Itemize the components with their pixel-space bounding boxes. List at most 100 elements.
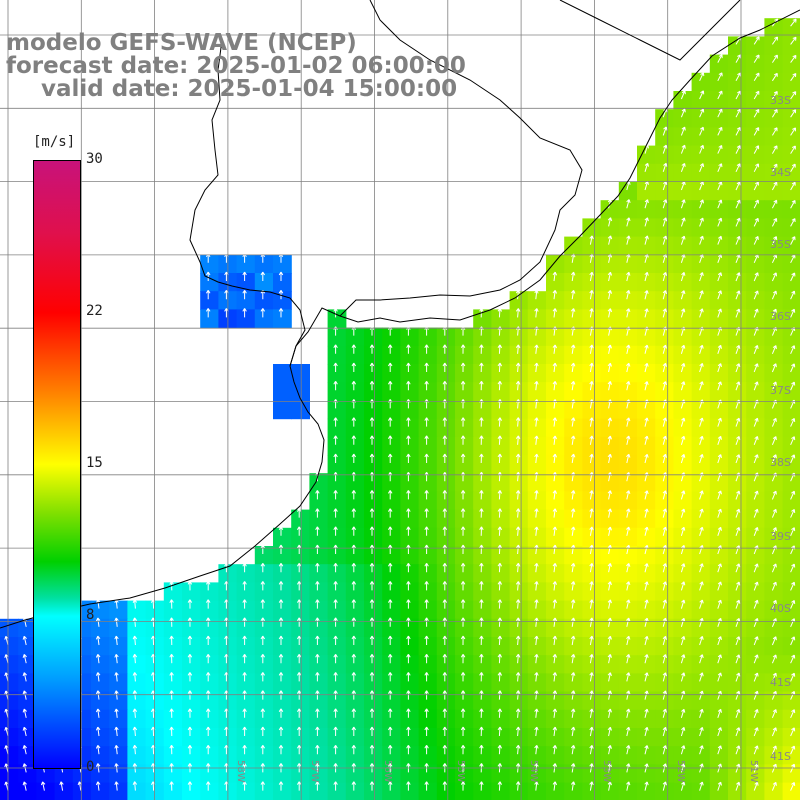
field-cell [419,764,438,783]
field-cell [182,601,201,620]
field-cell [510,419,529,438]
field-cell [783,437,800,456]
field-cell [182,764,201,783]
field-cell [364,491,383,510]
field-cell [255,255,274,274]
field-cell [200,309,219,328]
field-cell [728,182,747,201]
field-cell [237,655,256,674]
field-cell [710,164,729,183]
colorbar-tick-0: 0 [86,759,94,775]
field-cell [564,400,583,419]
field-cell [455,637,474,656]
field-cell [546,764,565,783]
field-cell [746,437,765,456]
field-cell [309,637,328,656]
field-cell [419,564,438,583]
field-cell [364,764,383,783]
field-cell [437,728,456,747]
field-cell [273,601,292,620]
field-cell [528,346,547,365]
field-cell [255,291,274,310]
field-cell [400,564,419,583]
field-cell [455,491,474,510]
field-cell [455,564,474,583]
field-cell [546,309,565,328]
field-cell [510,728,529,747]
field-cell [255,309,274,328]
field-cell [764,328,783,347]
field-cell [455,710,474,729]
field-cell [200,746,219,765]
field-cell [273,382,292,401]
field-cell [546,455,565,474]
field-cell [728,291,747,310]
field-cell [764,36,783,55]
lat-label: 36S [770,310,791,323]
field-cell [437,455,456,474]
field-cell [400,419,419,438]
field-cell [564,255,583,274]
field-cell [764,146,783,165]
field-cell [109,710,128,729]
field-cell [328,783,347,800]
field-cell [364,400,383,419]
field-cell [273,746,292,765]
field-cell [419,783,438,800]
field-cell [291,728,310,747]
field-cell [400,710,419,729]
field-cell [419,637,438,656]
field-cell [400,728,419,747]
field-cell [419,491,438,510]
field-cell [783,419,800,438]
lat-label: 37S [770,384,791,397]
field-cell [346,637,365,656]
field-cell [437,564,456,583]
field-cell [473,473,492,492]
field-cell [728,127,747,146]
field-cell [455,510,474,529]
field-cell [91,710,110,729]
field-cell [582,218,601,237]
field-cell [546,546,565,565]
field-cell [546,437,565,456]
field-cell [491,582,510,601]
field-cell [437,382,456,401]
field-cell [473,728,492,747]
field-cell [291,601,310,620]
field-cell [182,783,201,800]
field-cell [746,309,765,328]
field-cell [346,510,365,529]
field-cell [546,273,565,292]
field-cell [346,528,365,547]
field-cell [710,127,729,146]
field-cell [710,237,729,256]
field-cell [364,637,383,656]
field-cell [18,783,37,800]
field-cell [382,510,401,529]
field-cell [546,582,565,601]
lon-label: 54W [528,760,539,783]
field-cell [783,582,800,601]
field-cell [764,73,783,92]
field-cell [109,673,128,692]
field-cell [273,673,292,692]
field-cell [419,510,438,529]
field-cell [473,328,492,347]
field-cell [455,528,474,547]
field-cell [437,419,456,438]
field-cell [400,510,419,529]
field-cell [528,710,547,729]
field-cell [764,55,783,74]
field-cell [746,91,765,110]
wind-speed-field [0,18,800,800]
field-cell [491,637,510,656]
field-cell [455,655,474,674]
lon-label: 52W [675,760,686,783]
field-cell [419,455,438,474]
field-cell [364,673,383,692]
field-cell [564,419,583,438]
field-cell [309,528,328,547]
field-cell [491,382,510,401]
field-cell [564,437,583,456]
